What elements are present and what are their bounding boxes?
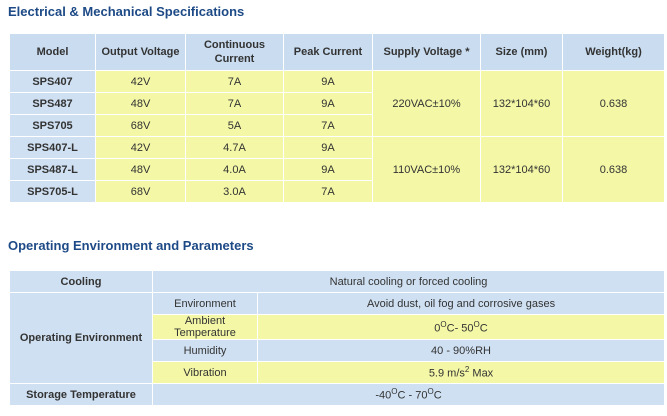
header-cell: Continuous Current	[185, 33, 284, 71]
merged-cell: 0.638	[562, 136, 665, 203]
merged-cell: 132*104*60	[480, 136, 563, 203]
cell: SPS705-L	[9, 180, 96, 203]
text-part: C	[433, 389, 442, 402]
text-part: C- 50	[446, 322, 474, 335]
cell: 68V	[95, 114, 186, 137]
header-row: Model Output Voltage Continuous Current Pea…	[9, 33, 665, 71]
cell: 7A	[185, 70, 284, 93]
param-value: 40 - 90%RH	[256, 339, 666, 362]
text-part: Natural cooling or forced cooling	[329, 275, 488, 288]
cell: 4.0A	[185, 158, 284, 181]
env-table: Cooling Natural cooling or forced cooling…	[9, 270, 666, 406]
cell: 68V	[95, 180, 186, 203]
text-part: C - 70	[397, 389, 428, 402]
row: Operating Environment Environment Avoid du…	[9, 292, 666, 384]
text-part: 5.9 m/s	[428, 367, 465, 380]
merged-cell: 110VAC±10%	[372, 136, 481, 203]
data-row: SPS487 48V 7A 9A	[9, 92, 665, 115]
spec-table: Model Output Voltage Continuous Current Pea…	[9, 33, 665, 203]
text-part: 0	[434, 322, 441, 335]
section-title: Operating Environment and Parameters	[8, 238, 254, 253]
cell: 9A	[283, 92, 373, 115]
label-cell: Cooling	[9, 270, 153, 293]
label-cell: Operating Environment	[9, 292, 153, 384]
row: Ambient Temperature 0OC- 50OC	[10, 314, 666, 340]
header-cell: Size (mm)	[480, 33, 563, 71]
cell: 5A	[185, 114, 284, 137]
param-name: Ambient Temperature	[152, 314, 258, 340]
param-name: Environment	[152, 292, 258, 315]
text-part: C	[479, 322, 488, 335]
row: Humidity 40 - 90%RH	[10, 339, 666, 362]
param-value: Avoid dust, oil fog and corrosive gases	[256, 292, 666, 315]
header-cell: Supply Voltage *	[372, 33, 481, 71]
cell: SPS705	[9, 114, 96, 137]
text-part: O	[391, 387, 398, 397]
cell: SPS407-L	[9, 136, 96, 159]
header-cell: Weight(kg)	[562, 33, 665, 71]
cell: 7A	[185, 92, 284, 115]
text-part: Avoid dust, oil fog and corrosive gases	[366, 297, 556, 310]
param-name: Vibration	[152, 361, 258, 384]
text-part: O	[427, 387, 434, 397]
merged-cell: 220VAC±10%	[372, 70, 481, 137]
data-row: SPS407-L 42V 4.7A 9A 110VAC±10% 132*104*60 0.6…	[9, 136, 665, 203]
cell: 7A	[283, 180, 373, 203]
text-part: 40 - 90%RH	[431, 344, 491, 357]
data-row: SPS487-L 48V 4.0A 9A	[9, 158, 665, 181]
cell: 42V	[95, 70, 186, 93]
data-row: SPS705-L 68V 3.0A 7A	[9, 180, 665, 203]
text-part: 2	[464, 365, 470, 375]
header-cell: Output Voltage	[95, 33, 186, 71]
cell: 3.0A	[185, 180, 284, 203]
cell: 9A	[283, 70, 373, 93]
cell: 42V	[95, 136, 186, 159]
data-row: SPS407 42V 7A 9A 220VAC±10% 132*104*60 0.638	[9, 70, 665, 137]
cell: SPS407	[9, 70, 96, 93]
cell: 4.7A	[185, 136, 284, 159]
text-part: O	[473, 319, 480, 329]
param-value: 0OC- 50OC	[256, 314, 666, 340]
section-title: Electrical & Mechanical Specifications	[8, 4, 245, 19]
merged-cell: 132*104*60	[480, 70, 563, 137]
merged-cell: 0.638	[562, 70, 665, 137]
header-cell: Peak Current	[283, 33, 373, 71]
cell: 9A	[283, 136, 373, 159]
value-cell: -40OC - 70OC	[151, 383, 666, 406]
row: Cooling Natural cooling or forced cooling	[9, 270, 666, 293]
row: Storage Temperature -40OC - 70OC	[9, 383, 666, 406]
param-value: 5.9 m/s2 Max	[256, 361, 666, 384]
header-cell: Model	[9, 33, 96, 71]
cell: SPS487-L	[9, 158, 96, 181]
row: Vibration 5.9 m/s2 Max	[10, 361, 666, 384]
cell: SPS487	[9, 92, 96, 115]
text-part: O	[440, 319, 447, 329]
param-name: Humidity	[152, 339, 258, 362]
cell: 48V	[95, 158, 186, 181]
cell: 7A	[283, 114, 373, 137]
text-part: Max	[469, 367, 494, 380]
label-cell: Storage Temperature	[9, 383, 153, 406]
text-part: -40	[375, 389, 392, 402]
cell: 48V	[95, 92, 186, 115]
cell: 9A	[283, 158, 373, 181]
value-cell: Natural cooling or forced cooling	[151, 270, 666, 293]
